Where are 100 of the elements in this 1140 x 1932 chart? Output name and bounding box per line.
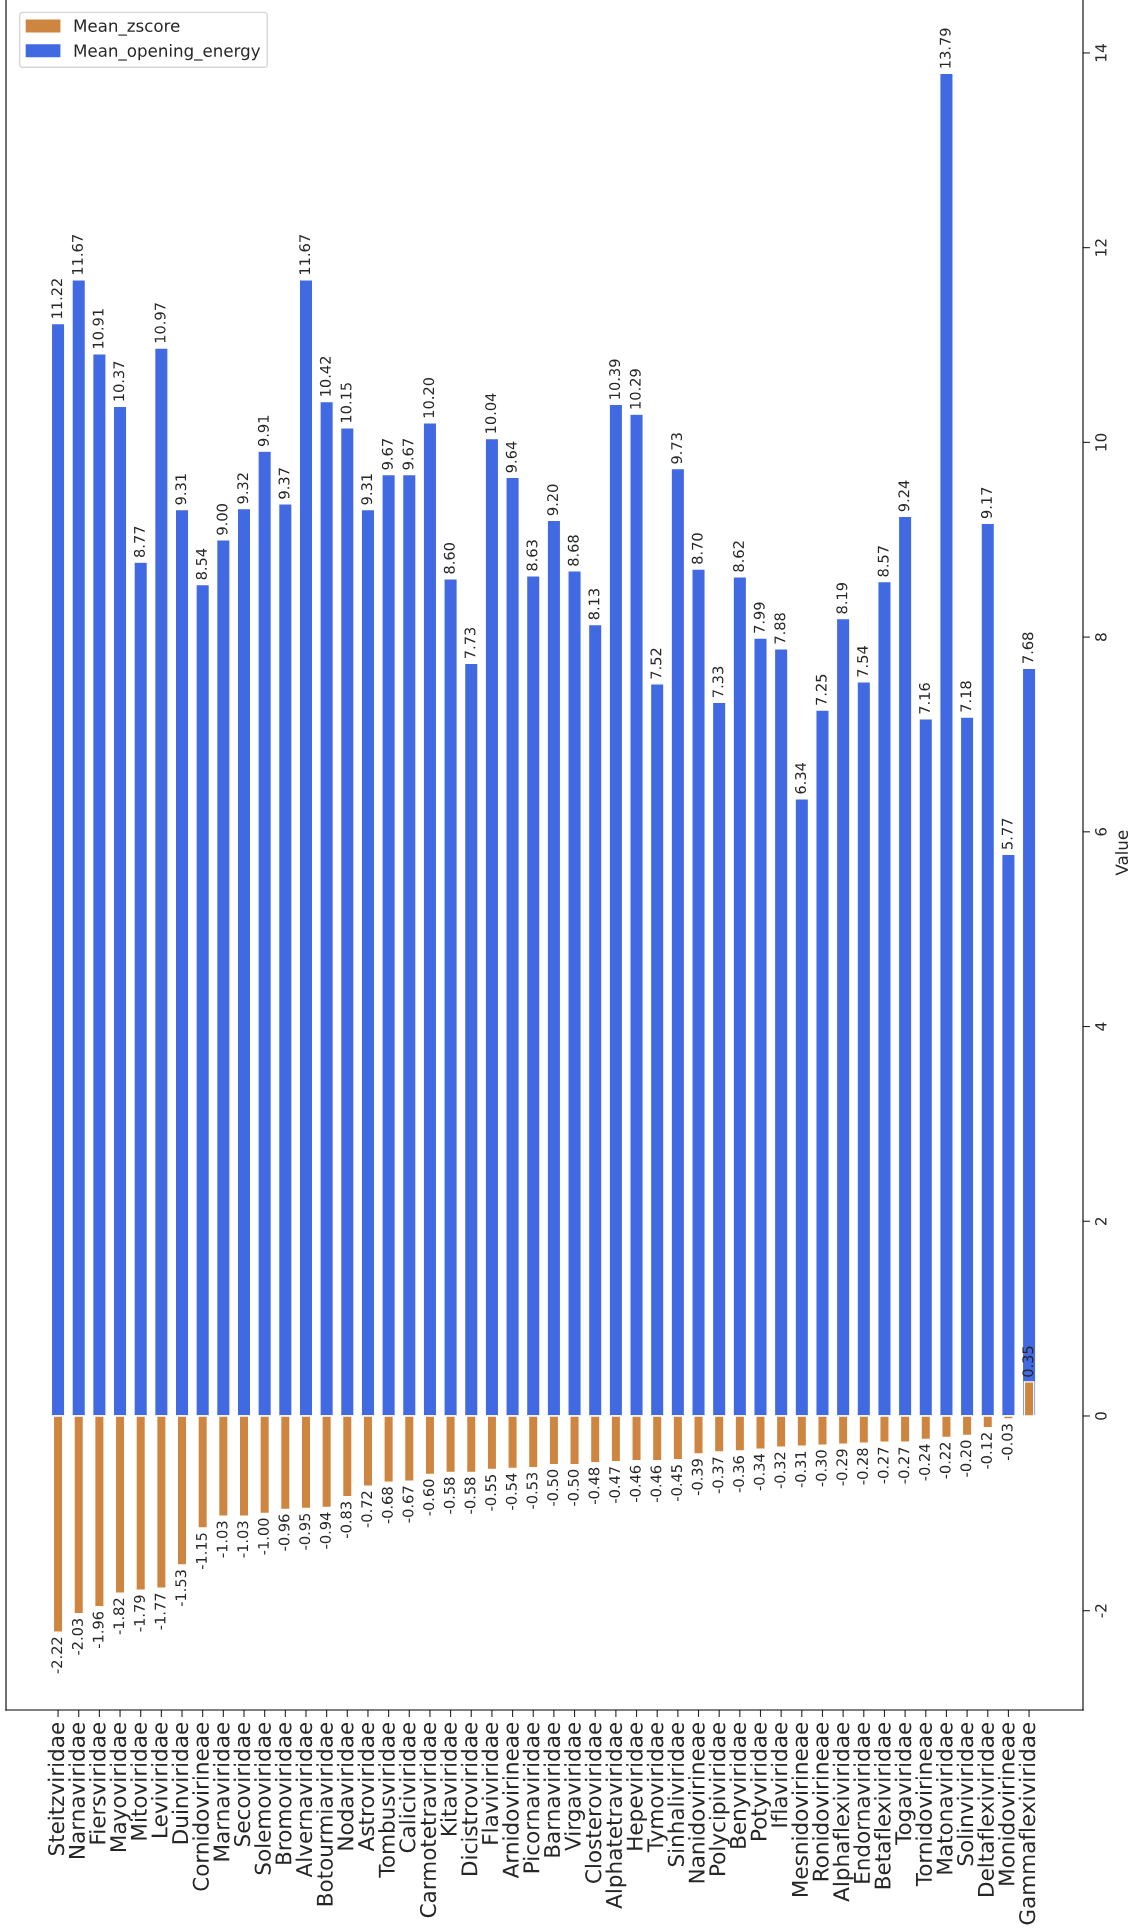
data-label: -0.67: [402, 1486, 414, 1523]
x-tick-label: Secoviridae: [233, 1722, 251, 1846]
y-tick-label: -2: [1095, 1604, 1107, 1618]
x-tick-label: Tornidovirineae: [915, 1722, 933, 1887]
data-label: -0.50: [567, 1469, 579, 1506]
data-label: 9.32: [237, 473, 249, 504]
bar: [1001, 853, 1016, 1417]
x-tick-label: Alphaflexiviridae: [832, 1722, 854, 1902]
y-tick-label: 6: [1095, 827, 1107, 836]
data-label: 13.79: [939, 28, 951, 68]
data-label: 9.64: [505, 441, 517, 473]
data-label: -0.36: [733, 1456, 745, 1493]
x-tick-label: Matonaviridae: [936, 1722, 953, 1874]
data-label: 8.68: [567, 535, 579, 566]
data-label: -0.83: [340, 1502, 352, 1538]
data-label: -0.48: [588, 1467, 600, 1504]
x-tick-label: Alphatetraviridae: [605, 1722, 627, 1909]
data-label: 9.31: [361, 474, 373, 505]
x-tick-label: Hepeviridae: [626, 1722, 647, 1850]
data-label: -0.31: [795, 1451, 807, 1488]
data-label: 6.34: [795, 762, 807, 794]
data-label: 10.37: [113, 361, 125, 401]
data-label: 9.91: [257, 415, 269, 447]
data-label: -0.50: [547, 1469, 559, 1506]
data-label: 10.91: [92, 309, 104, 349]
data-label: -0.29: [836, 1449, 848, 1486]
x-tick-label: Monidovirineae: [998, 1722, 1015, 1885]
data-label: -0.54: [505, 1473, 517, 1510]
y-tick-label: 14: [1095, 44, 1107, 61]
data-label: 10.42: [319, 357, 331, 396]
data-label: -1.96: [92, 1611, 104, 1648]
data-label: -0.45: [671, 1465, 683, 1501]
y-tick-label: 0: [1095, 1412, 1107, 1420]
data-label: 11.22: [51, 279, 63, 318]
data-label: -0.22: [939, 1443, 951, 1479]
data-label: -0.46: [650, 1465, 662, 1502]
data-label: -0.72: [361, 1491, 373, 1528]
bar: [1021, 667, 1037, 1417]
y-axis-title: Value: [1115, 830, 1129, 876]
x-tick-label: Mesnidovirineae: [791, 1722, 809, 1897]
data-label: -1.03: [216, 1521, 228, 1558]
data-label: -0.53: [526, 1472, 538, 1509]
y-tick-label: 12: [1095, 239, 1107, 256]
data-label: 11.67: [71, 235, 83, 275]
x-tick-label: Bromoviridae: [274, 1722, 292, 1864]
data-label: -1.82: [113, 1598, 125, 1635]
data-label: 7.88: [774, 613, 786, 644]
data-label: 8.62: [733, 541, 745, 572]
data-label: -0.37: [712, 1457, 724, 1494]
x-tick-label: Mayoviridae: [109, 1722, 131, 1852]
x-tick-label: Togaviridae: [894, 1722, 916, 1846]
data-label: -2.22: [51, 1637, 63, 1674]
data-label: -0.58: [464, 1477, 476, 1514]
data-label: 7.68: [1022, 632, 1034, 663]
data-label: 10.20: [423, 377, 435, 418]
data-label: 8.19: [836, 582, 848, 614]
legend-label: Mean_zscore: [74, 19, 180, 36]
x-tick-label: Betaflexiviridae: [874, 1722, 891, 1889]
data-label: -0.39: [691, 1459, 703, 1496]
x-tick-label: Nanidovirineae: [688, 1722, 705, 1883]
data-label: 7.18: [960, 681, 972, 712]
x-tick-label: Nodaviridae: [336, 1722, 354, 1850]
x-tick-label: Leviviridae: [150, 1722, 168, 1837]
data-label: -0.24: [918, 1444, 931, 1481]
x-tick-label: Sinhaliviridae: [667, 1722, 685, 1867]
x-tick-label: Tombusviridae: [378, 1722, 395, 1878]
data-label: 10.04: [485, 393, 497, 433]
data-label: -0.46: [629, 1465, 641, 1502]
x-tick-label: Potyviridae: [750, 1722, 771, 1840]
data-label: -0.95: [299, 1513, 311, 1550]
x-tick-label: Kitaviridae: [440, 1722, 457, 1836]
data-label: 8.60: [443, 543, 455, 574]
x-tick-label: Iflaviridae: [770, 1722, 788, 1827]
x-tick-label: Benyviridae: [729, 1722, 751, 1848]
x-tick-label: Duinviridae: [171, 1722, 189, 1844]
y-tick-label: 4: [1095, 1022, 1107, 1031]
data-label: 7.99: [753, 602, 765, 633]
data-label: 9.73: [671, 433, 683, 464]
data-label: 5.77: [1001, 818, 1013, 849]
x-tick-label: Gammaflexiviridae: [1018, 1722, 1036, 1925]
data-label: 9.24: [898, 480, 910, 512]
data-label: 9.67: [402, 439, 414, 470]
x-tick-label: Dicistroviridae: [460, 1722, 478, 1875]
data-label: 8.57: [877, 546, 889, 577]
data-label: -0.27: [877, 1447, 889, 1484]
data-label: 7.52: [650, 648, 662, 679]
data-label: -0.47: [609, 1467, 621, 1503]
x-tick-label: Picornaviridae: [522, 1722, 540, 1873]
x-tick-label: Flaviviridae: [481, 1722, 499, 1844]
data-label: -0.96: [278, 1514, 290, 1551]
data-label: -1.03: [237, 1521, 249, 1558]
x-tick-label: Cornidovirineae: [192, 1722, 209, 1891]
data-label: 9.67: [381, 439, 393, 470]
data-label: 9.00: [216, 504, 228, 535]
x-tick-label: Virgaviridae: [564, 1722, 585, 1851]
data-label: 9.31: [175, 474, 187, 505]
x-tick-label: Mitoviridae: [130, 1722, 147, 1840]
data-label: -1.79: [133, 1595, 145, 1632]
x-tick-label: Botourmiaviridae: [316, 1722, 333, 1906]
data-label: 8.13: [588, 588, 600, 620]
